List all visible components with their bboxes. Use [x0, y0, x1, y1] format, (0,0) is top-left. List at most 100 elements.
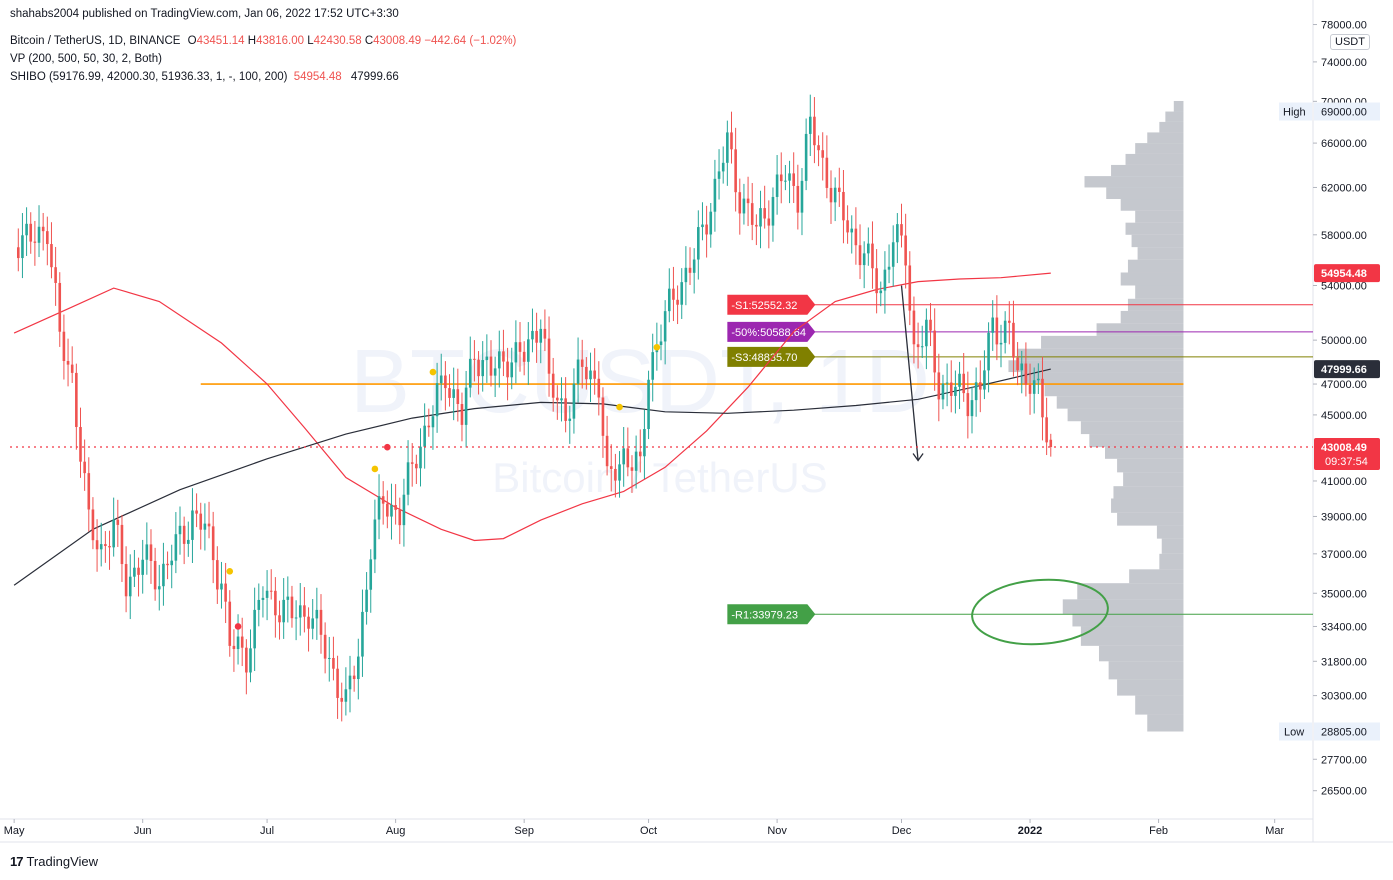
candle-body[interactable] — [203, 523, 207, 530]
candle-body[interactable] — [821, 150, 825, 158]
candle-body[interactable] — [916, 344, 920, 348]
candle-body[interactable] — [630, 467, 634, 471]
candle-body[interactable] — [195, 510, 198, 514]
candle-body[interactable] — [800, 180, 804, 213]
candle-body[interactable] — [551, 373, 555, 398]
candle-body[interactable] — [186, 539, 190, 544]
candle-body[interactable] — [638, 451, 642, 457]
candle-body[interactable] — [410, 462, 414, 464]
candle-body[interactable] — [120, 524, 124, 565]
candle-body[interactable] — [929, 319, 932, 331]
candle-body[interactable] — [41, 226, 45, 232]
candle-body[interactable] — [1041, 378, 1044, 418]
candle-body[interactable] — [808, 116, 812, 134]
candle-body[interactable] — [535, 330, 538, 343]
signal-dot[interactable] — [616, 403, 623, 411]
candle-body[interactable] — [750, 203, 754, 225]
candle-body[interactable] — [220, 583, 223, 590]
moving-average-black[interactable] — [13, 368, 1051, 586]
candle-body[interactable] — [157, 586, 161, 590]
candle-body[interactable] — [825, 157, 829, 188]
candle-body[interactable] — [191, 510, 194, 540]
candle-body[interactable] — [734, 149, 737, 193]
candle-body[interactable] — [323, 634, 327, 659]
candle-body[interactable] — [850, 228, 854, 233]
candle-body[interactable] — [83, 461, 86, 474]
candle-body[interactable] — [294, 617, 298, 619]
candle-body[interactable] — [464, 387, 468, 425]
candle-body[interactable] — [290, 596, 294, 619]
signal-dot[interactable] — [653, 343, 661, 351]
candle-body[interactable] — [232, 645, 236, 650]
signal-dot[interactable] — [371, 465, 379, 473]
candle-body[interactable] — [784, 180, 787, 182]
candle-body[interactable] — [427, 425, 431, 428]
candle-body[interactable] — [833, 187, 837, 203]
candle-body[interactable] — [1016, 357, 1019, 371]
candle-body[interactable] — [614, 468, 617, 481]
candle-body[interactable] — [589, 370, 592, 380]
candle-body[interactable] — [439, 375, 443, 384]
candle-body[interactable] — [672, 288, 675, 300]
candle-body[interactable] — [697, 227, 700, 260]
candle-body[interactable] — [622, 448, 625, 465]
candle-body[interactable] — [95, 540, 99, 550]
candle-body[interactable] — [804, 133, 808, 181]
candle-body[interactable] — [240, 636, 244, 648]
candle-body[interactable] — [908, 265, 912, 311]
level-badge-s1[interactable] — [727, 294, 816, 315]
candle-body[interactable] — [643, 429, 646, 457]
signal-dot[interactable] — [384, 443, 391, 451]
candle-body[interactable] — [473, 358, 476, 360]
candle-body[interactable] — [149, 544, 153, 561]
candle-body[interactable] — [597, 378, 601, 398]
candle-body[interactable] — [216, 560, 219, 590]
candle-body[interactable] — [1037, 378, 1040, 381]
candle-body[interactable] — [340, 697, 344, 702]
candle-body[interactable] — [319, 609, 323, 635]
candle-body[interactable] — [46, 231, 49, 245]
candle-body[interactable] — [278, 615, 281, 623]
candle-body[interactable] — [468, 358, 472, 388]
signal-dot[interactable] — [234, 623, 242, 630]
candle-body[interactable] — [33, 241, 37, 243]
candle-body[interactable] — [373, 519, 377, 560]
candle-body[interactable] — [862, 253, 866, 266]
drawn-ellipse-highlight[interactable] — [970, 575, 1110, 648]
candle-body[interactable] — [688, 267, 692, 273]
candle-body[interactable] — [298, 605, 302, 618]
candle-body[interactable] — [70, 364, 74, 373]
candle-body[interactable] — [435, 383, 439, 417]
candle-body[interactable] — [792, 173, 795, 186]
candle-body[interactable] — [398, 509, 402, 526]
candle-body[interactable] — [236, 636, 240, 650]
candle-body[interactable] — [779, 174, 783, 182]
candle-body[interactable] — [788, 173, 791, 181]
candle-body[interactable] — [481, 360, 485, 377]
candle-body[interactable] — [274, 590, 277, 616]
candle-body[interactable] — [245, 647, 248, 673]
candle-body[interactable] — [883, 269, 887, 291]
candle-body[interactable] — [920, 346, 924, 348]
candle-body[interactable] — [456, 389, 460, 405]
candle-body[interactable] — [253, 609, 256, 649]
currency-unit-badge[interactable]: USDT — [1330, 34, 1370, 50]
candle-body[interactable] — [286, 596, 290, 600]
candle-body[interactable] — [987, 332, 990, 371]
candle-body[interactable] — [303, 605, 306, 617]
candle-body[interactable] — [332, 657, 335, 669]
candle-body[interactable] — [991, 317, 995, 333]
candle-body[interactable] — [875, 268, 878, 294]
candle-body[interactable] — [634, 451, 638, 471]
candle-body[interactable] — [730, 132, 733, 150]
candle-body[interactable] — [133, 567, 136, 577]
candle-body[interactable] — [896, 224, 899, 243]
candle-body[interactable] — [1028, 384, 1032, 394]
candle-body[interactable] — [348, 675, 352, 690]
candle-body[interactable] — [365, 589, 368, 612]
candle-body[interactable] — [609, 466, 613, 469]
candle-body[interactable] — [887, 266, 891, 270]
candle-body[interactable] — [390, 505, 393, 517]
candle-body[interactable] — [576, 359, 580, 384]
candle-body[interactable] — [311, 618, 314, 629]
